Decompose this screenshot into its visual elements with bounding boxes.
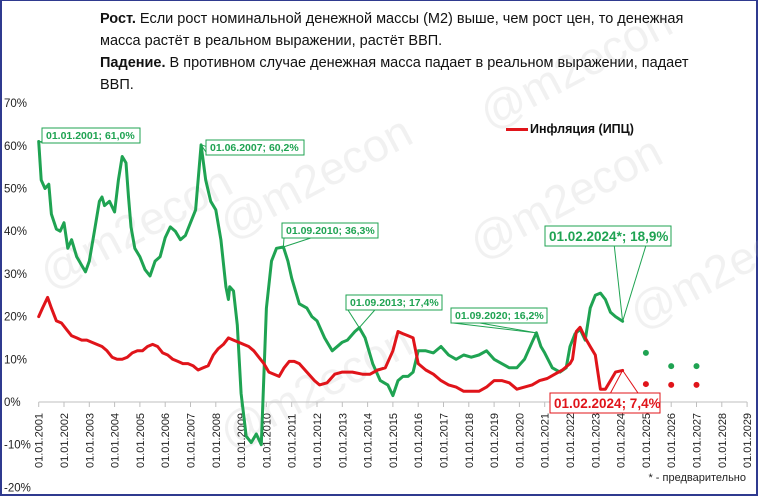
m2-annotation-label: 01.09.2010; 36,3%	[286, 225, 375, 237]
y-tick-label: 70%	[4, 98, 27, 110]
x-tick-label: 01.01.2029	[742, 413, 754, 468]
x-tick-label: 01.01.2005	[135, 413, 147, 468]
x-tick-label: 01.01.2022	[565, 413, 577, 468]
m2-annotation-box	[281, 222, 379, 239]
inflation-forecast-dot	[668, 381, 675, 388]
x-tick-label: 01.01.2003	[84, 413, 96, 468]
x-tick-label: 01.01.2025	[641, 413, 653, 468]
growth-title: Рост.	[100, 11, 136, 27]
x-tick-label: 01.01.2015	[388, 413, 400, 468]
inflation-line	[37, 295, 625, 393]
intro-text: Рост. Если рост номинальной денежной мас…	[100, 8, 690, 96]
y-tick-label: 40%	[4, 226, 27, 238]
m2-annotation-box	[345, 294, 443, 311]
fall-paragraph: Падение. В противном случае денежная мас…	[100, 52, 690, 96]
m2-annotation-box	[41, 127, 141, 144]
x-tick-label: 01.01.2028	[717, 413, 729, 468]
y-axis: 70% 60% 50% 40% 30% 20% 10% 0% -10% -20%	[4, 98, 31, 494]
x-tick-label: 01.01.2017	[439, 413, 451, 468]
m2-annotation-label: 01.09.2013; 17,4%	[350, 297, 439, 309]
m2-annotation-label: 01.06.2007; 60,2%	[210, 142, 299, 154]
m2-forecast-dot	[642, 349, 649, 356]
fall-title: Падение.	[100, 55, 166, 71]
inflation-forecast-dot	[642, 381, 649, 388]
m2-annotation-box	[450, 307, 548, 324]
x-tick-label: 01.01.2019	[489, 413, 501, 468]
chart-annotations: 01.01.2001; 61,0% 01.06.2007; 60,2% 01.09.…	[38, 127, 672, 414]
y-tick-label: 60%	[4, 141, 27, 153]
x-tick-label: 01.01.2027	[692, 413, 704, 468]
x-tick-label: 01.01.2001	[34, 413, 46, 468]
m2-annotation-label: 01.02.2024*; 18,9%	[549, 229, 668, 244]
x-tick-label: 01.01.2008	[211, 413, 223, 468]
x-tick-label: 01.01.2012	[312, 413, 324, 468]
y-tick-label: 30%	[4, 269, 27, 281]
x-tick-label: 01.01.2006	[160, 413, 172, 468]
fall-text: В противном случае денежная масса падает…	[100, 55, 689, 93]
m2-annotation-label: 01.01.2001; 61,0%	[46, 130, 135, 142]
x-tick-label: 01.01.2002	[59, 413, 71, 468]
x-tick-label: 01.01.2021	[540, 413, 552, 468]
inflation-annotation-box	[549, 392, 661, 414]
m2-annotation-box	[544, 225, 672, 247]
legend-label-inflation: Инфляция (ИПЦ)	[530, 122, 634, 136]
y-tick-label: 20%	[4, 312, 27, 324]
x-tick-label: 01.01.2024	[616, 413, 628, 468]
y-tick-label: -20%	[4, 482, 31, 494]
x-tick-label: 01.01.2004	[110, 413, 122, 468]
y-tick-label: -10%	[4, 440, 31, 452]
x-tick-label: 01.01.2013	[337, 413, 349, 468]
m2-forecast-dot	[693, 363, 700, 370]
x-axis: 01.01.2001 01.01.2002 01.01.2003 01.01.2004…	[34, 401, 754, 468]
x-tick-label: 01.01.2014	[363, 413, 375, 468]
inflation-annotation-label: 01.02.2024; 7,4%	[554, 396, 661, 411]
x-tick-label: 01.01.2020	[514, 413, 526, 468]
m2-annotation-label: 01.09.2020; 16,2%	[455, 310, 544, 322]
y-tick-label: 50%	[4, 184, 27, 196]
legend-swatch-inflation	[506, 127, 528, 131]
legend: Инфляция (ИПЦ)	[506, 122, 634, 136]
x-tick-label: 01.01.2010	[261, 413, 273, 468]
x-tick-label: 01.01.2026	[666, 413, 678, 468]
x-tick-label: 01.01.2007	[186, 413, 198, 468]
growth-paragraph: Рост. Если рост номинальной денежной мас…	[100, 8, 690, 52]
growth-text: Если рост номинальной денежной массы (М2…	[100, 11, 684, 49]
x-tick-label: 01.01.2023	[590, 413, 602, 468]
x-tick-label: 01.01.2018	[464, 413, 476, 468]
m2-forecast-dot	[668, 363, 675, 370]
x-tick-label: 01.01.2011	[287, 414, 299, 468]
footnote: * - предварительно	[648, 472, 746, 484]
chart-lines	[37, 140, 700, 447]
x-tick-label: 01.01.2016	[413, 413, 425, 468]
m2-line	[37, 140, 625, 447]
m2-annotation-box	[205, 139, 305, 156]
y-tick-label: 10%	[4, 354, 27, 366]
x-tick-label: 01.01.2009	[236, 413, 248, 468]
inflation-forecast-dot	[693, 381, 700, 388]
y-tick-label: 0%	[4, 397, 21, 409]
